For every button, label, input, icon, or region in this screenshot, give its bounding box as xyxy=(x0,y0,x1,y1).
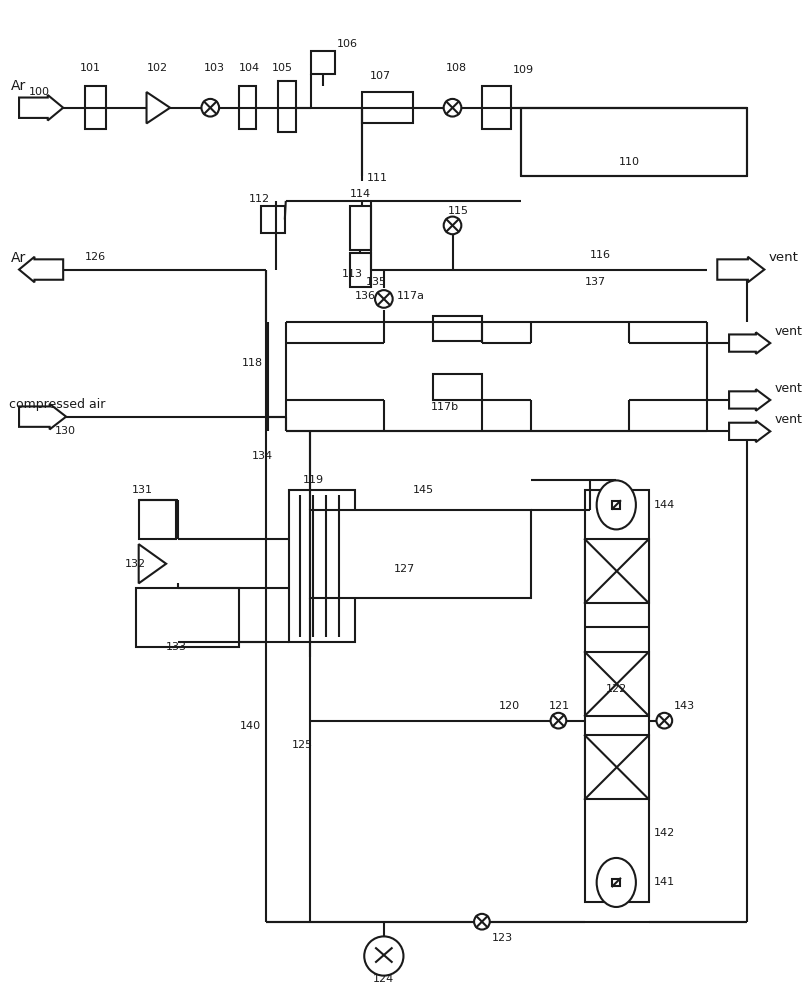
Text: 136: 136 xyxy=(354,291,375,301)
Text: Ar: Ar xyxy=(11,251,27,265)
Text: 120: 120 xyxy=(498,701,520,711)
Polygon shape xyxy=(729,332,770,354)
Text: 145: 145 xyxy=(413,485,435,495)
Text: 107: 107 xyxy=(370,71,391,81)
Text: 135: 135 xyxy=(366,277,387,287)
Bar xyxy=(613,879,620,886)
Bar xyxy=(362,92,413,123)
Text: 126: 126 xyxy=(85,252,106,262)
Bar xyxy=(433,316,482,341)
Bar xyxy=(289,490,356,642)
Bar xyxy=(349,253,371,287)
Text: 101: 101 xyxy=(80,63,101,73)
Bar xyxy=(136,588,239,647)
Text: 141: 141 xyxy=(654,877,675,887)
Bar xyxy=(85,86,106,129)
Polygon shape xyxy=(19,95,63,120)
Bar xyxy=(138,500,176,539)
Text: 117b: 117b xyxy=(431,402,459,412)
Bar xyxy=(482,86,511,129)
Text: 118: 118 xyxy=(242,358,262,368)
Polygon shape xyxy=(147,92,170,123)
Text: 134: 134 xyxy=(251,451,273,461)
Text: Ar: Ar xyxy=(11,79,27,93)
Bar xyxy=(521,108,747,176)
Text: vent: vent xyxy=(774,325,802,338)
Text: 121: 121 xyxy=(549,701,570,711)
Text: 132: 132 xyxy=(125,559,146,569)
Text: 140: 140 xyxy=(240,721,261,731)
Bar xyxy=(433,374,482,400)
Bar xyxy=(585,539,649,603)
Circle shape xyxy=(201,99,219,117)
Polygon shape xyxy=(729,421,770,442)
Text: compressed air: compressed air xyxy=(9,398,105,411)
Text: 127: 127 xyxy=(394,564,415,574)
Ellipse shape xyxy=(597,858,636,907)
Text: 112: 112 xyxy=(249,194,270,204)
Text: 108: 108 xyxy=(446,63,467,73)
Text: 133: 133 xyxy=(166,642,187,652)
Text: vent: vent xyxy=(768,251,799,264)
Text: 122: 122 xyxy=(605,684,627,694)
Text: 116: 116 xyxy=(590,250,611,260)
Text: vent: vent xyxy=(774,382,802,395)
Polygon shape xyxy=(717,257,765,282)
Polygon shape xyxy=(19,257,63,282)
Text: vent: vent xyxy=(774,413,802,426)
Polygon shape xyxy=(729,389,770,411)
Circle shape xyxy=(375,290,393,308)
Ellipse shape xyxy=(597,480,636,529)
Polygon shape xyxy=(19,404,66,429)
Bar xyxy=(585,490,649,902)
Text: 144: 144 xyxy=(654,500,675,510)
Circle shape xyxy=(364,936,403,976)
Bar xyxy=(239,86,256,129)
Text: 143: 143 xyxy=(674,701,696,711)
Text: 117a: 117a xyxy=(397,291,424,301)
Text: 130: 130 xyxy=(56,426,76,436)
Text: 125: 125 xyxy=(291,740,313,750)
Bar xyxy=(262,206,285,233)
Text: 110: 110 xyxy=(618,157,639,167)
Text: 119: 119 xyxy=(303,475,324,485)
Bar xyxy=(312,51,335,74)
Text: 123: 123 xyxy=(492,933,513,943)
Polygon shape xyxy=(138,544,166,583)
Text: 106: 106 xyxy=(336,39,357,49)
Text: 100: 100 xyxy=(29,87,50,97)
Bar xyxy=(613,501,620,509)
Text: 105: 105 xyxy=(272,63,293,73)
Circle shape xyxy=(474,914,489,930)
Circle shape xyxy=(657,713,672,728)
Circle shape xyxy=(551,713,566,728)
Text: 115: 115 xyxy=(448,206,469,216)
Circle shape xyxy=(444,217,461,234)
Text: 131: 131 xyxy=(132,485,153,495)
Bar xyxy=(585,735,649,799)
Circle shape xyxy=(444,99,461,117)
Text: 103: 103 xyxy=(204,63,225,73)
Text: 124: 124 xyxy=(374,974,394,984)
Text: 114: 114 xyxy=(349,189,370,199)
Bar xyxy=(585,652,649,716)
Text: 111: 111 xyxy=(367,173,388,183)
Text: 102: 102 xyxy=(147,63,167,73)
Bar xyxy=(310,510,531,598)
Text: 109: 109 xyxy=(514,65,535,75)
Text: 113: 113 xyxy=(341,269,363,279)
Bar xyxy=(349,206,371,250)
Bar xyxy=(278,81,295,132)
Text: 104: 104 xyxy=(239,63,260,73)
Text: 142: 142 xyxy=(654,828,675,838)
Text: 137: 137 xyxy=(585,277,606,287)
